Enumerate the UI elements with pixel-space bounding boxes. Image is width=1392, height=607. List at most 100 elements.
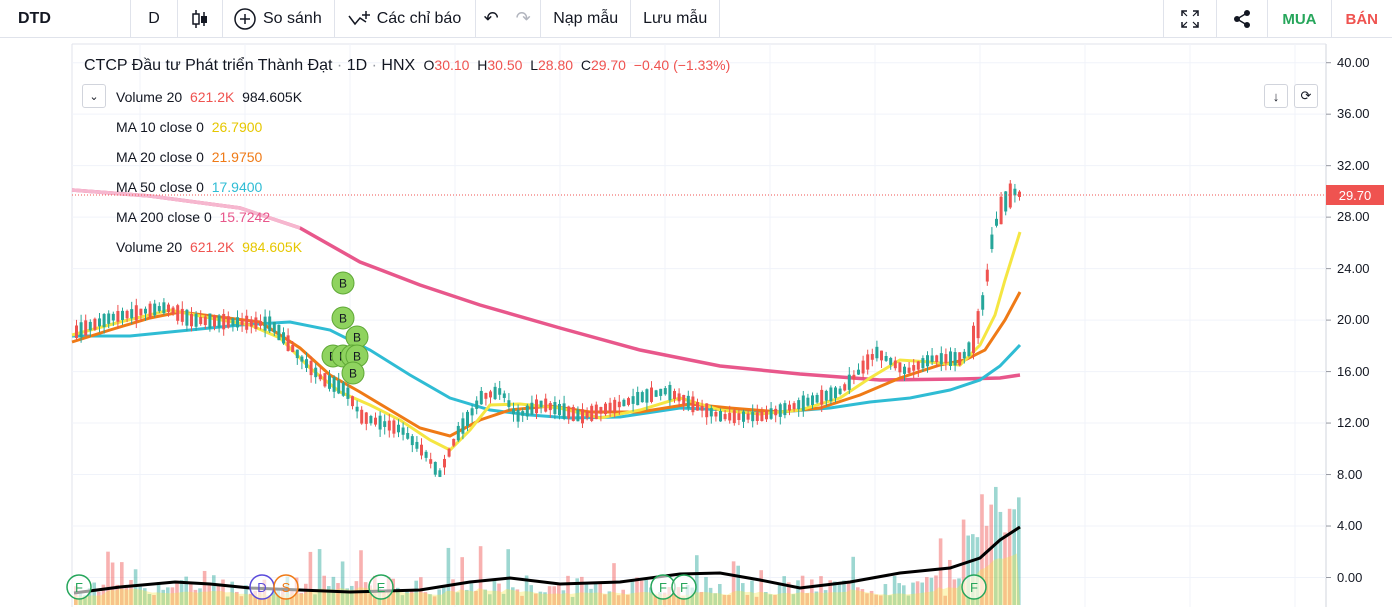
- candle-body: [677, 393, 681, 402]
- candle-body: [346, 387, 350, 399]
- indicators-button[interactable]: Các chỉ báo: [335, 0, 476, 38]
- fullscreen-button[interactable]: [1164, 0, 1216, 38]
- candle-body: [889, 357, 893, 365]
- candle-body: [185, 309, 189, 326]
- buy-marker-label: B: [339, 277, 347, 291]
- candle-body: [985, 269, 989, 282]
- volume-bar: [271, 588, 276, 605]
- volume-bar: [92, 582, 96, 605]
- volume-bar: [791, 594, 796, 605]
- sell-button[interactable]: BÁN: [1345, 10, 1379, 28]
- candle-body: [562, 403, 566, 419]
- candle-body: [447, 448, 451, 457]
- volume-bar: [713, 593, 717, 605]
- candle-body: [944, 354, 948, 364]
- volume-bar: [869, 590, 874, 605]
- candle-body: [259, 321, 262, 326]
- interval-button[interactable]: D: [148, 9, 160, 27]
- undo-button[interactable]: ↶: [476, 0, 506, 38]
- volume-bar: [501, 593, 506, 605]
- axis-tick-label: 28.00: [1337, 209, 1370, 225]
- candle-body: [134, 305, 138, 321]
- volume-bar: [175, 580, 179, 605]
- candle-body: [107, 313, 111, 324]
- volume-bar: [773, 594, 777, 605]
- candle-body: [479, 390, 483, 405]
- price-chart[interactable]: BBBBBBBBFDSEFFF: [0, 38, 1392, 607]
- volume-bar: [925, 577, 929, 605]
- volume-bar: [442, 586, 446, 605]
- volume-bar: [120, 562, 124, 605]
- candle-body: [424, 451, 428, 458]
- volume-bar: [971, 534, 975, 605]
- buy-button[interactable]: MUA: [1282, 10, 1317, 28]
- volume-bar: [584, 583, 589, 605]
- load-template-button[interactable]: Nạp mẫu: [553, 9, 619, 27]
- volume-bar: [184, 576, 188, 605]
- indicator-ma20[interactable]: MA 20 close 0 21.9750: [116, 149, 263, 165]
- candle-body: [627, 398, 630, 405]
- undo-icon: ↶: [483, 8, 499, 28]
- volume-bar: [313, 594, 317, 605]
- candle-body: [613, 399, 617, 413]
- candle-body: [967, 342, 971, 357]
- volume-bar: [616, 595, 621, 605]
- volume-bar: [267, 596, 271, 605]
- candle-body: [171, 307, 175, 314]
- ohlc-values: O30.10 H30.50 L28.80 C29.70 −0.40 (−1.33…: [423, 57, 731, 73]
- volume-bar: [736, 565, 740, 605]
- candlestick-icon: [192, 9, 207, 28]
- event-marker-label: F: [680, 580, 688, 595]
- redo-button[interactable]: ↷: [506, 0, 540, 38]
- candle-body: [875, 346, 879, 359]
- candle-body: [903, 366, 906, 374]
- event-marker: [273, 574, 299, 600]
- volume-bar: [639, 580, 644, 605]
- instrument-title: CTCP Đầu tư Phát triển Thành Đạt: [84, 57, 333, 74]
- volume-bar: [143, 588, 147, 605]
- candle-body: [604, 403, 607, 415]
- indicator-ma10[interactable]: MA 10 close 0 26.7900: [116, 119, 263, 135]
- candle-body: [1004, 191, 1008, 212]
- volume-bar: [635, 577, 639, 605]
- candle-body: [907, 367, 911, 373]
- indicator-volume-top[interactable]: Volume 20 621.2K 984.605K: [116, 89, 303, 105]
- event-marker-label: F: [659, 580, 667, 595]
- volume-bar: [975, 537, 980, 605]
- candle-body: [318, 374, 322, 380]
- scroll-down-button[interactable]: ↓: [1264, 84, 1288, 108]
- save-template-button[interactable]: Lưu mẫu: [643, 9, 708, 27]
- chart-style-button[interactable]: [178, 0, 222, 38]
- candle-body: [502, 393, 506, 398]
- indicator-ma50[interactable]: MA 50 close 0 17.9400: [116, 179, 263, 195]
- indicator-volume-bottom[interactable]: Volume 20 621.2K 984.605K: [116, 239, 303, 255]
- volume-bar: [152, 595, 156, 605]
- volume-bar: [842, 580, 846, 605]
- collapse-legend-button[interactable]: ⌄: [82, 84, 106, 108]
- candle-body: [489, 391, 492, 398]
- candle-body: [953, 352, 957, 366]
- compare-button[interactable]: So sánh: [223, 0, 334, 38]
- candle-body: [277, 324, 281, 341]
- share-button[interactable]: [1217, 0, 1267, 38]
- candle-body: [857, 369, 860, 375]
- volume-bar: [814, 591, 819, 605]
- reset-view-button[interactable]: ⟳: [1294, 84, 1318, 108]
- symbol-search[interactable]: DTD: [18, 9, 51, 27]
- volume-bar: [695, 555, 699, 605]
- candle-body: [305, 359, 308, 368]
- volume-bar: [805, 593, 809, 605]
- volume-bar: [879, 595, 883, 605]
- indicator-ma200[interactable]: MA 200 close 0 15.7242: [116, 209, 271, 225]
- volume-bar: [708, 587, 713, 605]
- candle-body: [516, 409, 520, 422]
- volume-bar: [446, 547, 451, 605]
- volume-bar: [133, 569, 138, 605]
- refresh-icon: ⟳: [1300, 88, 1312, 103]
- volume-bar: [469, 583, 474, 605]
- volume-bar: [897, 583, 901, 605]
- chart-legend: CTCP Đầu tư Phát triển Thành Đạt · 1D · …: [84, 57, 731, 74]
- volume-bar: [704, 577, 708, 605]
- candle-body: [686, 395, 690, 409]
- candle-body: [415, 441, 419, 449]
